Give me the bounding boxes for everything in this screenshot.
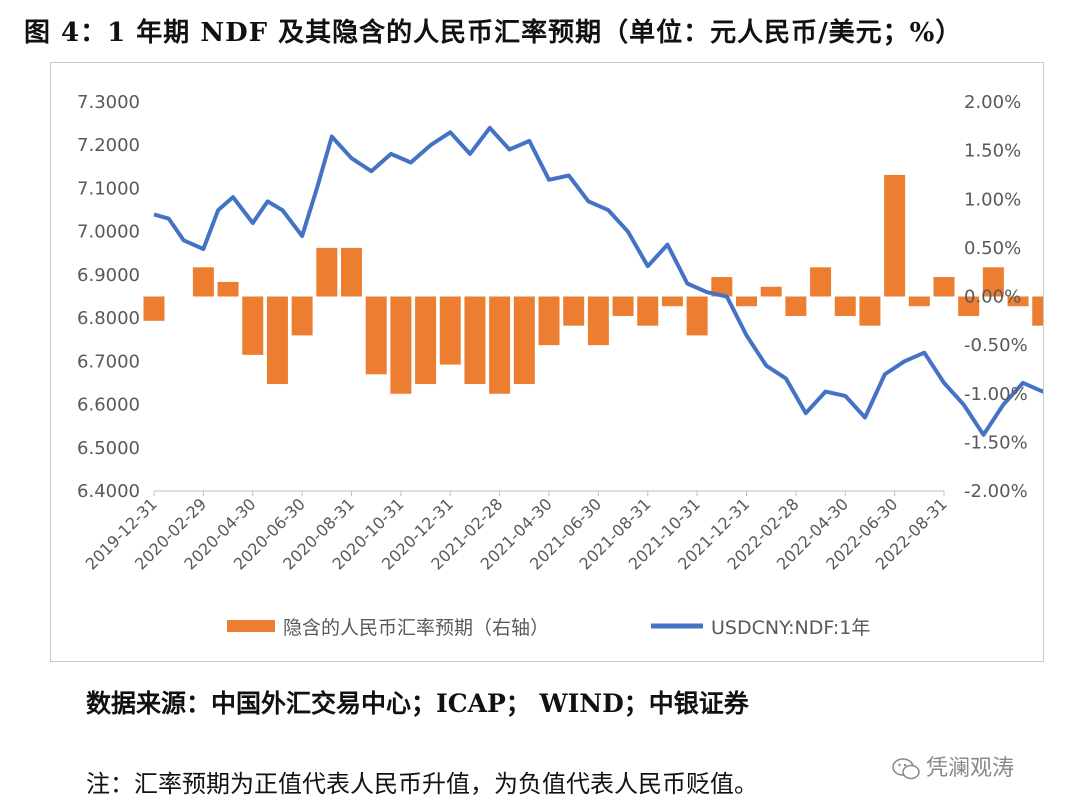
bar [291, 296, 313, 336]
bar [637, 296, 659, 326]
legend-swatch-bar [227, 620, 275, 632]
y-right-tick-label: -1.50% [964, 432, 1028, 453]
y-left-tick-label: 6.6000 [77, 395, 140, 416]
y-right-tick-label: 2.00% [964, 92, 1021, 113]
y-left-tick-label: 7.0000 [77, 222, 140, 243]
bar [834, 296, 856, 316]
bar [192, 267, 214, 297]
bar [489, 296, 511, 394]
bar [612, 296, 634, 316]
bar [736, 296, 757, 307]
bar [242, 296, 264, 355]
bar [341, 247, 362, 297]
line-series-usdcny [153, 125, 1080, 437]
bar [982, 267, 1004, 297]
bar [266, 296, 288, 385]
y-right-tick-label: 0.00% [964, 287, 1021, 308]
bar [390, 296, 412, 394]
y-left-tick-label: 7.1000 [77, 178, 140, 199]
chart-svg: 7.3000 7.2000 7.1000 7.0000 6.9000 6.8000 6.70… [77, 92, 1080, 639]
bar [217, 281, 239, 297]
legend-label-bar: 隐含的人民币汇率预期（右轴） [283, 617, 549, 639]
bar [760, 286, 782, 297]
chart-panel: 7.3000 7.2000 7.1000 7.0000 6.9000 6.8000 6.70… [50, 62, 1080, 662]
bar [439, 296, 461, 365]
bar [365, 296, 387, 375]
y-right-tick-label: 0.50% [964, 238, 1021, 259]
bar [810, 267, 832, 297]
footnote: 注：汇率预期为正值代表人民币升值，为负值代表人民币贬值。 [86, 770, 758, 798]
y-right-tick-label: -0.50% [964, 335, 1028, 356]
y-left-tick-label: 7.2000 [77, 135, 140, 156]
bar [785, 296, 807, 316]
bar [1032, 296, 1054, 326]
bar [538, 296, 560, 346]
bar [1007, 296, 1029, 307]
data-source: 数据来源：中国外汇交易中心；ICAP； WIND；中银证券 [86, 689, 749, 718]
bar [661, 296, 683, 307]
watermark-text: 凭澜观涛 [926, 756, 1015, 781]
bar [884, 174, 906, 297]
y-left-tick-label: 7.3000 [77, 92, 140, 113]
bar [316, 247, 338, 297]
bar [933, 277, 955, 297]
watermark: 凭澜观涛 [892, 750, 1014, 782]
y-right-tick-label: -1.00% [964, 384, 1028, 405]
y-left-tick-label: 6.9000 [77, 265, 140, 286]
bar [711, 277, 733, 297]
y-left-tick-label: 6.8000 [77, 308, 140, 329]
bar [908, 296, 930, 307]
bar [464, 296, 486, 385]
y-left-tick-label: 6.5000 [77, 438, 140, 459]
bar [513, 296, 535, 385]
bar [415, 296, 437, 385]
y-left-tick-label: 6.4000 [77, 481, 140, 502]
y-right-tick-label: 1.00% [964, 189, 1021, 210]
y-right-tick-label: -2.00% [964, 481, 1028, 502]
y-right-tick-label: 1.50% [964, 141, 1021, 162]
bar [587, 296, 609, 346]
bar [958, 296, 980, 316]
wechat-icon [892, 758, 920, 780]
page-title: 图 4：1 年期 NDF 及其隐含的人民币汇率预期（单位：元人民币/美元；%） [24, 18, 963, 48]
bar [563, 296, 585, 326]
legend-label-line: USDCNY:NDF:1年 [711, 617, 870, 639]
y-left-tick-label: 6.7000 [77, 351, 140, 372]
bar [143, 296, 165, 321]
bar [859, 296, 881, 326]
bar [686, 296, 708, 336]
